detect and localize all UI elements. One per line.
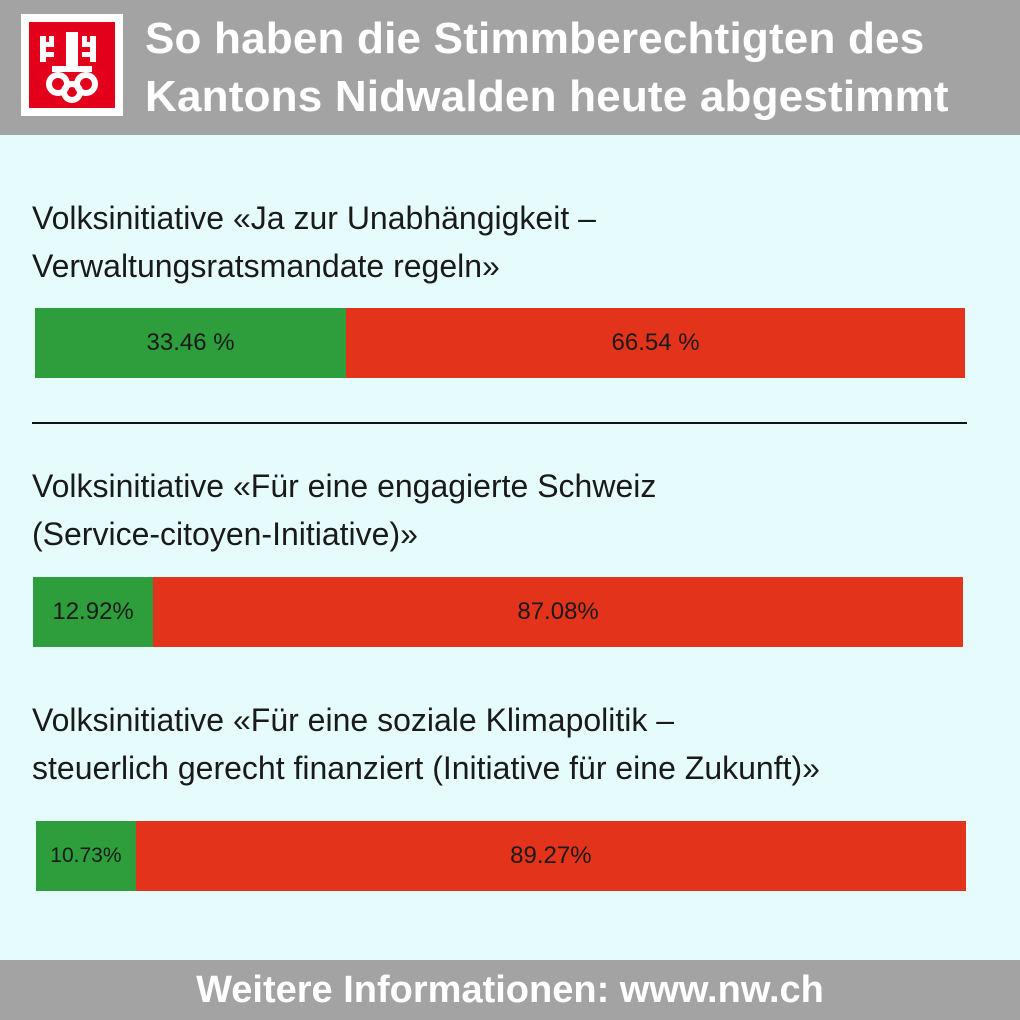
result-bar-2: 12.92% 87.08%: [33, 577, 963, 647]
yes-percent-label: 33.46 %: [146, 329, 235, 356]
no-segment: 66.54 %: [346, 308, 965, 378]
question-3-line-2: steuerlich gerecht finanziert (Initiativ…: [32, 750, 820, 786]
section-divider: [32, 422, 967, 424]
result-bar-1: 33.46 % 66.54 %: [35, 308, 965, 378]
yes-segment: 10.73%: [36, 821, 136, 891]
footer-banner: Weitere Informationen: www.nw.ch: [0, 960, 1020, 1020]
no-segment: 87.08%: [153, 577, 963, 647]
question-1-line-2: Verwaltungsratsmandate regeln»: [32, 248, 500, 284]
question-3-title: Volksinitiative «Für eine soziale Klimap…: [32, 696, 992, 792]
no-segment: 89.27%: [135, 821, 966, 891]
question-1-title: Volksinitiative «Ja zur Unabhängigkeit –…: [32, 194, 992, 290]
question-2-line-2: (Service-citoyen-Initiative)»: [32, 516, 418, 552]
yes-segment: 33.46 %: [35, 308, 347, 378]
no-percent-label: 66.54 %: [611, 329, 700, 356]
yes-percent-label: 12.92%: [52, 598, 134, 625]
title-line-1: So haben die Stimmberechtigten des: [145, 14, 925, 63]
question-3-line-1: Volksinitiative «Für eine soziale Klimap…: [32, 702, 675, 738]
title-line-2: Kantons Nidwalden heute abgestimmt: [145, 72, 949, 121]
question-2-line-1: Volksinitiative «Für eine engagierte Sch…: [32, 468, 657, 504]
yes-percent-label: 10.73%: [50, 844, 122, 867]
question-1-line-1: Volksinitiative «Ja zur Unabhängigkeit –: [32, 200, 596, 236]
nidwalden-coat-of-arms-icon: [21, 14, 123, 116]
no-percent-label: 87.08%: [517, 598, 599, 625]
footer-link-text: Weitere Informationen: www.nw.ch: [196, 968, 824, 1011]
question-2-title: Volksinitiative «Für eine engagierte Sch…: [32, 462, 992, 558]
no-percent-label: 89.27%: [510, 842, 592, 869]
result-bar-3: 10.73% 89.27%: [36, 821, 966, 891]
header-banner: So haben die Stimmberechtigten des Kanto…: [0, 0, 1020, 135]
page-title: So haben die Stimmberechtigten des Kanto…: [145, 10, 1015, 126]
yes-segment: 12.92%: [33, 577, 154, 647]
